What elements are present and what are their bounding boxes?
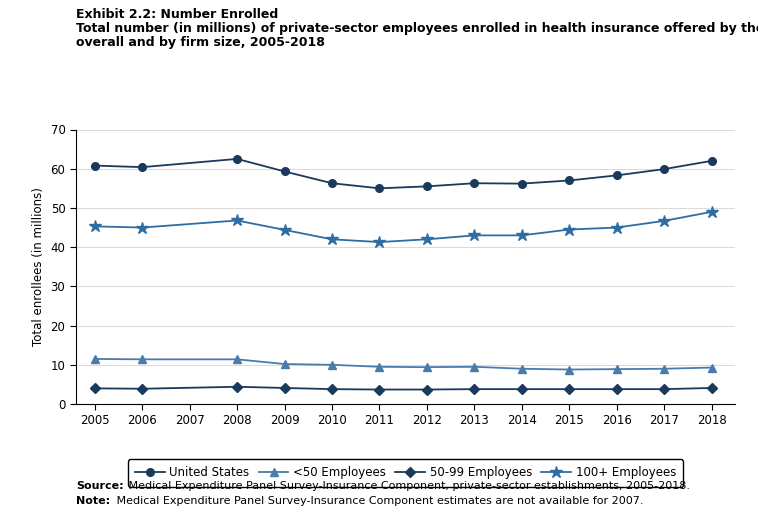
Y-axis label: Total enrollees (in millions): Total enrollees (in millions) xyxy=(32,188,45,346)
Text: Exhibit 2.2: Number Enrolled: Exhibit 2.2: Number Enrolled xyxy=(76,8,278,21)
Text: Medical Expenditure Panel Survey-Insurance Component estimates are not available: Medical Expenditure Panel Survey-Insuran… xyxy=(113,496,644,506)
Text: Medical Expenditure Panel Survey-Insurance Component, private-sector establishme: Medical Expenditure Panel Survey-Insuran… xyxy=(125,481,690,491)
Text: Source:: Source: xyxy=(76,481,124,491)
Text: overall and by firm size, 2005-2018: overall and by firm size, 2005-2018 xyxy=(76,36,324,49)
Text: Total number (in millions) of private-sector employees enrolled in health insura: Total number (in millions) of private-se… xyxy=(76,22,758,35)
Legend: United States, <50 Employees, 50-99 Employees, 100+ Employees: United States, <50 Employees, 50-99 Empl… xyxy=(128,459,683,486)
Text: Note:: Note: xyxy=(76,496,110,506)
